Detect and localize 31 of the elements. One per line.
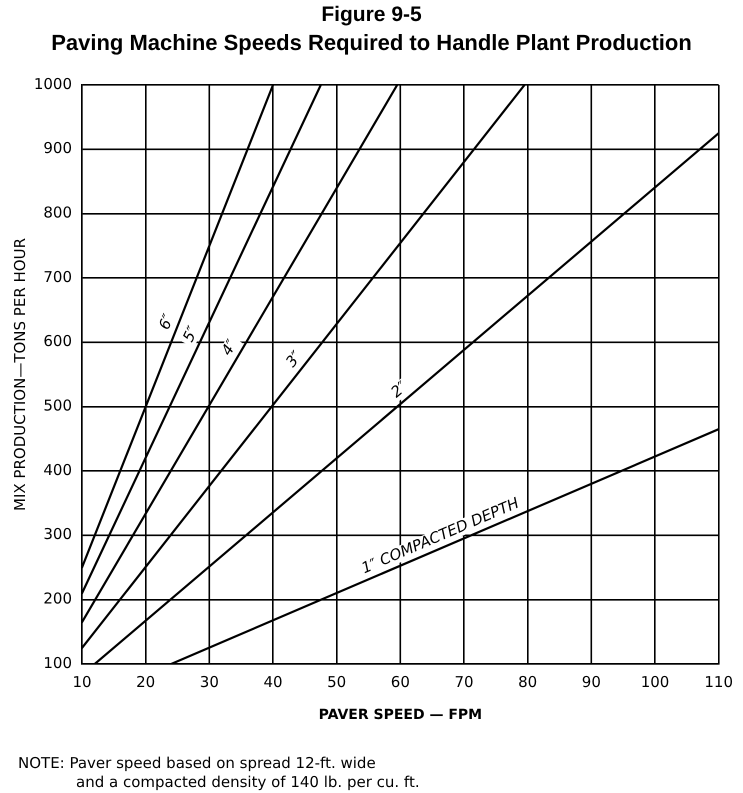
x-tick-label: 80 bbox=[518, 672, 538, 691]
x-tick-label: 40 bbox=[263, 672, 283, 691]
text: 5″ bbox=[179, 322, 202, 345]
x-tick-label: 50 bbox=[327, 672, 346, 691]
x-tick-label: 90 bbox=[582, 672, 601, 691]
x-tick-label: 30 bbox=[200, 672, 219, 691]
text: 4″ bbox=[218, 336, 241, 359]
text: 2″ bbox=[387, 377, 411, 402]
text: 3″ bbox=[282, 347, 306, 370]
text: NOTE: Paver speed based on spread 12-ft. wide and a compacted density of 140 lb. per cu. ft. bbox=[18, 754, 421, 792]
y-tick-label: 700 bbox=[43, 268, 72, 286]
y-tick-label: 300 bbox=[43, 525, 72, 544]
x-tick-label: 70 bbox=[454, 672, 474, 691]
y-tick-label: 800 bbox=[43, 204, 72, 222]
x-axis-title: PAVER SPEED — FPM bbox=[318, 707, 482, 724]
y-tick-label: 1000 bbox=[34, 74, 72, 93]
y-tick-label: 900 bbox=[43, 139, 72, 158]
x-tick-label: 110 bbox=[704, 672, 734, 691]
y-axis-title: MIX PRODUCTION—TONS PER HOUR bbox=[10, 238, 29, 511]
y-tick-label: 400 bbox=[43, 460, 72, 479]
y-tick-label: 200 bbox=[43, 590, 72, 608]
x-tick-label: 20 bbox=[136, 672, 156, 691]
y-tick-label: 100 bbox=[43, 654, 72, 672]
chart-subtitle: Paving Machine Speeds Required to Handle Plant Production bbox=[50, 29, 693, 57]
x-tick-label: 100 bbox=[640, 672, 670, 691]
text: 6″ bbox=[155, 311, 178, 332]
chart-title: Figure 9-5 bbox=[320, 2, 423, 28]
x-tick-label: 60 bbox=[390, 672, 410, 691]
y-tick-label: 500 bbox=[43, 396, 72, 415]
y-tick-label: 600 bbox=[43, 332, 72, 350]
x-tick-label: 10 bbox=[72, 672, 92, 691]
